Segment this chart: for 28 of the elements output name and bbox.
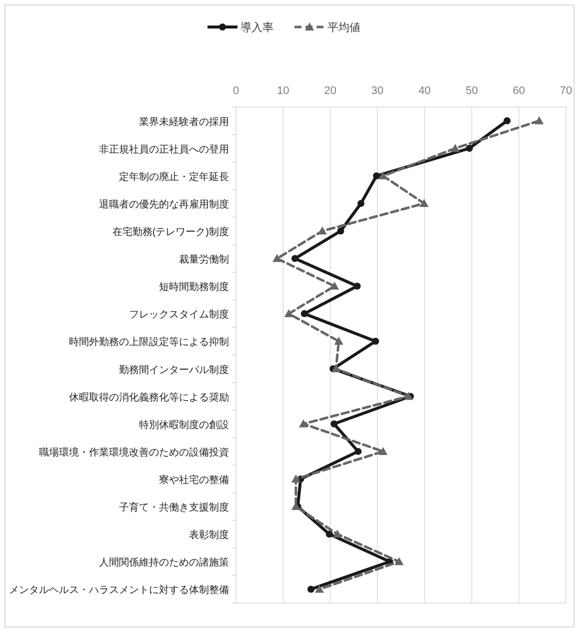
- y-tick-label: 時間外勤務の上限設定等による抑制: [69, 336, 229, 348]
- y-tick-label: 特別休暇制度の創設: [139, 418, 229, 431]
- legend-label: 導入率: [240, 21, 274, 34]
- y-tick-label: 退職者の優先的な再雇用制度: [99, 198, 229, 210]
- x-tick-label: 0: [232, 85, 240, 97]
- y-tick-label: 表彰制度: [189, 529, 229, 542]
- y-tick-label: 在宅勤務(テレワーク)制度: [112, 226, 229, 238]
- y-tick-label: 定年制の廃止・定年延長: [119, 170, 229, 183]
- y-tick-label: 勤務間インターバル制度: [119, 364, 229, 376]
- x-tick-label: 20: [324, 85, 336, 97]
- y-tick-label: 人間関係維持のための諸施策: [99, 556, 229, 569]
- y-tick-label: 子育て・共働き支援制度: [119, 502, 229, 514]
- y-tick-label: 非正規社員の正社員への登用: [99, 143, 229, 156]
- y-tick-label: メンタルヘルス・ハラスメントに対する体制整備: [9, 584, 229, 596]
- x-tick-label: 70: [560, 85, 572, 97]
- y-tick-label: 裁量労働制: [179, 254, 229, 266]
- x-tick-label: 10: [277, 85, 290, 97]
- legend-label: 平均値: [328, 22, 360, 34]
- y-tick-label: 休暇取得の消化義務化等による奨励: [69, 391, 229, 404]
- y-tick-label: 職場環境・作業環境改善のための設備投資: [39, 446, 229, 458]
- x-tick-label: 40: [418, 85, 431, 97]
- x-tick-label: 50: [466, 85, 478, 97]
- y-tick-label: 短時間勤務制度: [159, 281, 229, 294]
- y-tick-label: 寮や社宅の整備: [159, 474, 229, 486]
- y-tick-label: フレックスタイム制度: [129, 308, 229, 321]
- y-tick-label: 業界未経験者の採用: [139, 116, 229, 128]
- x-tick-label: 60: [512, 85, 525, 97]
- x-tick-label: 30: [371, 85, 384, 97]
